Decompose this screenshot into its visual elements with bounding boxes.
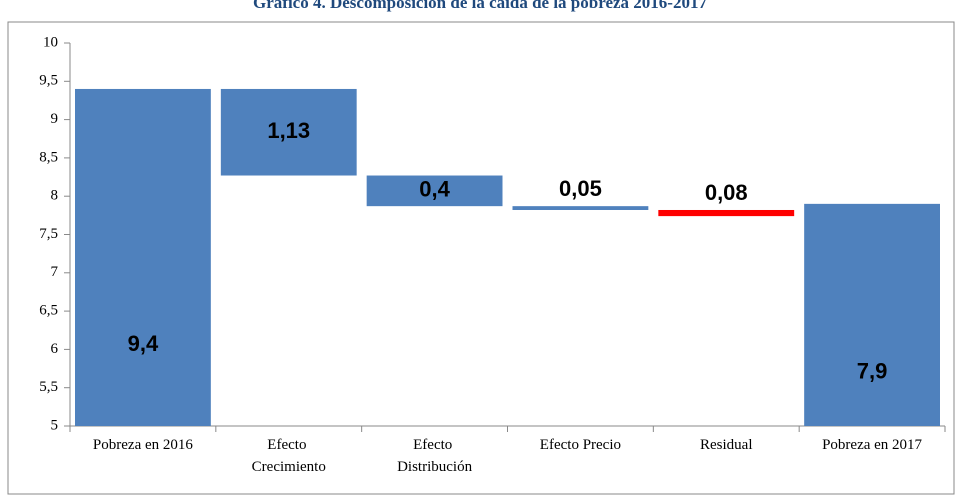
x-tick-label: Pobreza en 2017 [822, 437, 922, 453]
data-label: 0,4 [419, 177, 450, 202]
y-tick-label: 6,5 [39, 303, 58, 319]
x-tick-label: Pobreza en 2016 [93, 437, 193, 453]
bar [658, 209, 795, 217]
chart-title: Gráfico 4. Descomposición de la caída de… [253, 0, 707, 12]
y-tick-label: 7,5 [39, 226, 58, 242]
x-tick-label: Residual [700, 437, 753, 453]
y-tick-label: 9,5 [39, 73, 58, 89]
y-tick-label: 5,5 [39, 379, 58, 395]
bar [75, 88, 211, 427]
bar [220, 88, 357, 176]
x-tick-label: Efecto Precio [540, 437, 621, 453]
data-label: 0,08 [705, 180, 748, 205]
x-tick-label: Efecto Distribución [397, 437, 472, 475]
data-label: 0,05 [559, 176, 602, 201]
x-tick-label: Efecto Crecimiento [252, 437, 326, 475]
data-label: 9,4 [128, 331, 159, 356]
bar [512, 206, 649, 210]
data-label: 7,9 [857, 358, 888, 383]
y-tick-label: 8 [51, 188, 59, 204]
y-tick-label: 10 [43, 34, 58, 50]
y-tick-label: 6 [51, 341, 59, 357]
y-tick-label: 9 [51, 111, 59, 127]
data-label: 1,13 [267, 118, 310, 143]
y-tick-label: 7 [51, 264, 59, 280]
bar [804, 203, 940, 426]
y-tick-label: 8,5 [39, 149, 58, 165]
bar [366, 175, 503, 207]
y-tick-label: 5 [51, 417, 59, 433]
